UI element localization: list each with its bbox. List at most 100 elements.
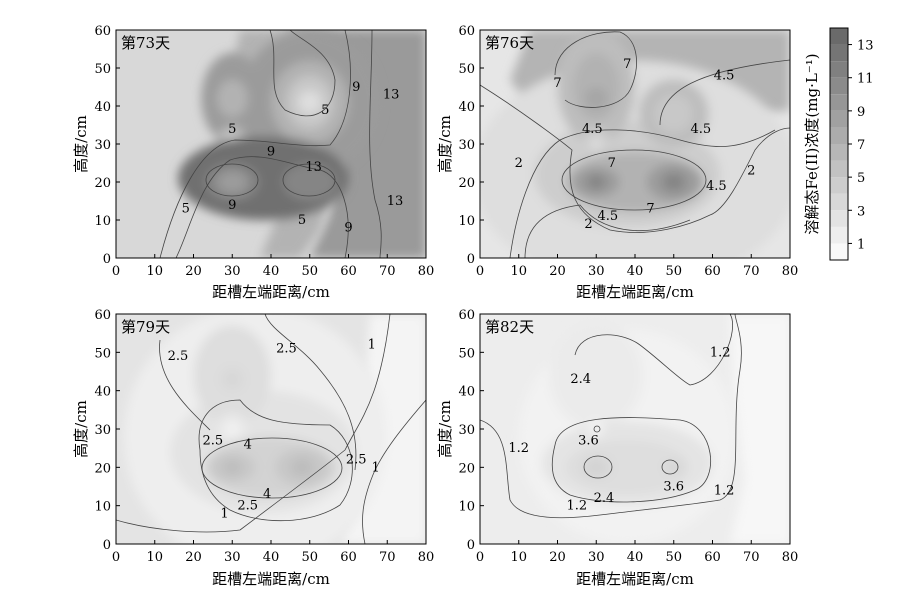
panel-day76-level-3: [573, 52, 620, 122]
panel-day76-ytick-label: 20: [458, 176, 475, 191]
panel-day76-ytick-label: 50: [458, 62, 475, 77]
panel-day82-xtick-label: 40: [627, 550, 644, 565]
panel-day76-contour-label: 2: [584, 217, 592, 232]
panel-day82-xtick-label: 30: [588, 550, 605, 565]
panel-day82-xtick-label: 50: [665, 550, 682, 565]
panel-day82-axis-ticks: 0 10 20 30 40 50 60 70 80 0 10 20 30 40 50 60: [458, 308, 798, 565]
panel-day73-contour-lines: [159, 30, 382, 258]
panel-day73-ytick-label: 10: [94, 214, 111, 229]
panel-day73-contour-label: 5: [182, 202, 190, 217]
panel-day73-xtick-label: 80: [418, 264, 435, 279]
panel-day76-level-6: [654, 94, 694, 133]
panel-day79-ytick-label: 60: [94, 308, 111, 323]
panel-day76-x-axis-label: 距槽左端距离/cm: [576, 283, 694, 301]
panel-day73-xtick-label: 50: [301, 264, 318, 279]
panel-day79-level-10: [290, 457, 314, 477]
panel-day76-contour-labels: 7 7 4.5 4.5 4.5 2 7 4.5 2 7 4.5 2: [515, 57, 756, 232]
panel-day79-xtick-label: 0: [112, 550, 120, 565]
panel-day76: 0 10 20 30 40 50 60 70 80 0 10 20 30 40 50 60 7 7 4.5 4.5 4…: [436, 24, 798, 301]
panel-day82-right-region: [730, 314, 790, 544]
colorbar-step: [830, 44, 848, 62]
panel-day82-ytick-label: 0: [467, 538, 475, 553]
colorbar-step: [830, 226, 848, 244]
colorbar-steps: [830, 28, 848, 260]
panel-day73-ytick-label: 40: [94, 100, 111, 115]
panel-day76-xtick-label: 40: [627, 264, 644, 279]
panel-day79-contour-lines: [116, 314, 426, 544]
panel-day73-level-12: [282, 163, 337, 201]
panel-day73-axis-ticks: 0 10 20 30 40 50 60 70 80 0 10 20 30 40 50 60: [94, 24, 434, 279]
panel-day79-contour-label: 4: [244, 437, 252, 452]
colorbar-tick-label: 7: [857, 138, 865, 153]
panel-day73-ytick-label: 60: [94, 24, 111, 39]
panel-day73-contour-label: 5: [298, 213, 306, 228]
panel-day82-x-axis-label: 距槽左端距离/cm: [576, 570, 694, 588]
panel-day82-ytick-label: 10: [458, 500, 475, 515]
panel-day76-level-11: [586, 174, 606, 190]
panel-day79-contour-labels: 2.5 2.5 1 2.5 4 2.5 1 4 2.5 1: [168, 338, 380, 522]
panel-day82-ytick-label: 40: [458, 385, 475, 400]
panel-day76-xtick-label: 80: [782, 264, 799, 279]
panel-day79-ytick-label: 30: [94, 423, 111, 438]
panel-day73-y-axis-label: 高度/cm: [72, 115, 90, 173]
colorbar-tick-label: 5: [857, 171, 865, 186]
panel-day76-contour-label: 2: [515, 156, 523, 171]
colorbar-step: [830, 210, 848, 227]
panel-day73-ytick-label: 50: [94, 62, 111, 77]
panel-day73-level-5: [216, 79, 248, 118]
colorbar-tick-label: 11: [857, 72, 874, 87]
panel-day82-ytick-label: 30: [458, 423, 475, 438]
panel-day73-contour-label: 5: [228, 122, 236, 137]
panel-day79-contour-label: 1: [368, 338, 376, 353]
panel-day73-contour-label: 9: [344, 221, 352, 236]
panel-day82-xtick-label: 10: [510, 550, 527, 565]
panel-day73-contour-label: 9: [352, 80, 360, 95]
colorbar-step: [830, 160, 848, 178]
panel-day79-contour-label: 2.5: [168, 349, 189, 364]
panel-day76-xtick-label: 50: [665, 264, 682, 279]
panel-day76-contour-label: 4.5: [714, 69, 735, 84]
panel-day79-x-axis-label: 距槽左端距离/cm: [212, 570, 330, 588]
panel-day73-xtick-label: 70: [379, 264, 396, 279]
panel-day76-xtick-label: 30: [588, 264, 605, 279]
colorbar-tick-label: 3: [857, 204, 865, 219]
panel-day76-ytick-label: 10: [458, 214, 475, 229]
panel-day82-xtick-label: 60: [704, 550, 721, 565]
panel-day79-ytick-label: 50: [94, 346, 111, 361]
panel-day73-xtick-label: 10: [146, 264, 163, 279]
panel-day79-contour-label: 1: [371, 460, 379, 475]
panel-day76-level-8: [590, 138, 603, 150]
panel-day73-xtick-label: 40: [263, 264, 280, 279]
panel-day76-level-4: [584, 87, 608, 110]
colorbar-step: [830, 243, 848, 260]
panel-day82-fill-levels: [518, 321, 736, 544]
panel-day82-ytick-label: 50: [458, 346, 475, 361]
panel-day79-xtick-label: 40: [263, 550, 280, 565]
panel-day82-level-3: [565, 440, 690, 495]
panel-day82-contour-labels: 1.2 2.4 1.2 3.6 3.6 2.4 1.2 1.2: [508, 345, 734, 513]
panel-day76-contour-label: 7: [623, 57, 631, 72]
colorbar-step: [830, 144, 848, 161]
panel-day82-title: 第82天: [485, 318, 534, 336]
panel-day79-xtick-label: 80: [418, 550, 435, 565]
panel-day82-xtick-label: 20: [549, 550, 566, 565]
panel-day82-contour-label: 1.2: [567, 499, 588, 514]
panel-day79-xtick-label: 20: [185, 550, 202, 565]
panel-day76-ytick-label: 60: [458, 24, 475, 39]
panel-day76-ytick-label: 30: [458, 138, 475, 153]
colorbar-step: [830, 61, 848, 78]
panel-day73-title: 第73天: [121, 34, 170, 52]
colorbar-tick-label: 9: [857, 105, 865, 120]
panel-day79-contour-label: 4: [263, 487, 271, 502]
panel-day76-contour-label: 4.5: [691, 122, 712, 137]
panel-day82-xtick-label: 0: [476, 550, 484, 565]
colorbar-step: [830, 177, 848, 194]
colorbar-label: 溶解态Fe(II)浓度(mg·L⁻¹): [803, 53, 821, 234]
panel-day79-contour-label: 2.5: [203, 434, 224, 449]
panel-day79-contour-label: 2.5: [237, 499, 258, 514]
panel-day73-xtick-label: 20: [185, 264, 202, 279]
